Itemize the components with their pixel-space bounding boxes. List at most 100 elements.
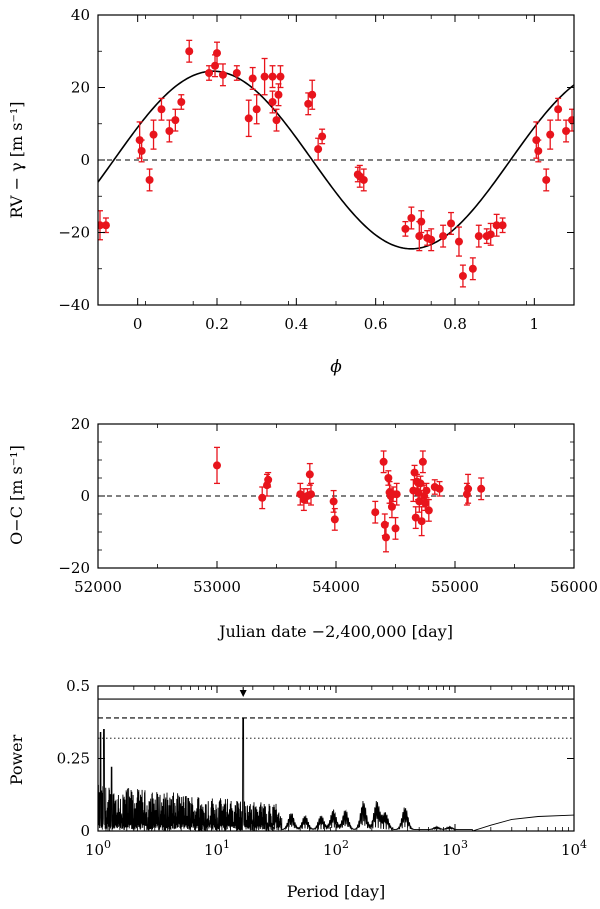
data-point xyxy=(464,484,473,493)
x-tick-label: 56000 xyxy=(550,578,598,596)
y-tick-label: 40 xyxy=(71,6,90,24)
data-point xyxy=(213,461,221,470)
y-tick-label: 0 xyxy=(80,487,90,505)
data-point xyxy=(379,457,388,466)
data-point xyxy=(307,490,316,499)
data-point xyxy=(244,114,253,123)
data-point xyxy=(305,470,314,479)
data-point xyxy=(568,116,574,125)
data-point xyxy=(468,264,477,273)
data-point xyxy=(435,484,444,493)
data-point xyxy=(258,493,267,502)
data-point xyxy=(418,457,427,466)
data-point xyxy=(274,90,283,99)
data-point xyxy=(439,232,448,241)
rv-y-axis-label: RV − γ [m s⁻¹] xyxy=(7,101,26,218)
x-tick-label: 55000 xyxy=(431,578,479,596)
data-point xyxy=(422,486,431,495)
data-point xyxy=(415,232,424,241)
data-point xyxy=(534,146,543,155)
x-tick-label: 53000 xyxy=(193,578,241,596)
x-tick-label: 0 xyxy=(133,315,143,333)
y-tick-label: −20 xyxy=(58,559,90,577)
data-point xyxy=(211,61,220,70)
data-point xyxy=(427,235,436,244)
data-point xyxy=(260,72,269,81)
data-point xyxy=(417,217,426,226)
data-point xyxy=(165,127,174,135)
data-point xyxy=(458,272,467,280)
residuals-panel: −20 0 20 52000 53000 54000 55000 56000 Julian d… xyxy=(7,415,598,641)
y-tick-label: 20 xyxy=(71,415,90,433)
periodogram-x-axis-label: Period [day] xyxy=(287,882,386,901)
x-tick-exponent: 1 xyxy=(223,838,230,851)
data-layer xyxy=(98,698,574,831)
y-tick-label: 0 xyxy=(80,822,90,840)
x-tick-label: 0.2 xyxy=(205,315,229,333)
periodogram-y-axis-label: Power xyxy=(7,734,26,785)
data-point xyxy=(171,116,180,125)
data-point xyxy=(407,214,416,222)
data-point xyxy=(329,497,338,506)
rv-x-axis-label: ϕ xyxy=(330,357,342,377)
data-point xyxy=(380,520,389,529)
data-point xyxy=(421,499,430,508)
x-tick-label: 0.8 xyxy=(443,315,467,333)
data-point xyxy=(384,474,393,482)
data-point xyxy=(447,219,456,228)
y-tick-label: −20 xyxy=(58,224,90,242)
x-tick-label: 52000 xyxy=(74,578,122,596)
data-point xyxy=(492,221,501,230)
x-tick-label: 54000 xyxy=(312,578,360,596)
data-point xyxy=(474,232,483,241)
data-point xyxy=(149,130,158,139)
data-point xyxy=(401,224,410,233)
x-tick-exponent: 2 xyxy=(342,838,349,851)
x-tick-label: 104 xyxy=(561,838,587,859)
x-tick-label: 103 xyxy=(442,838,468,859)
data-point xyxy=(381,533,390,542)
data-point xyxy=(359,175,368,184)
residuals-plot-area: −20 0 20 52000 53000 54000 55000 56000 xyxy=(58,415,598,596)
x-tick-exponent: 0 xyxy=(104,838,111,851)
data-point xyxy=(454,237,463,246)
data-layer xyxy=(98,39,574,288)
data-point xyxy=(546,130,555,139)
data-point xyxy=(416,479,425,488)
y-tick-label: 20 xyxy=(71,79,90,97)
data-point xyxy=(177,98,186,106)
data-point xyxy=(486,230,495,239)
model-curve xyxy=(98,70,574,250)
x-tick-label: 102 xyxy=(323,838,349,859)
data-point xyxy=(101,221,110,230)
periodogram-curve xyxy=(98,717,574,831)
data-point xyxy=(276,72,285,81)
rv-plot-area: −40 −20 0 20 40 0 0.2 0.4 0.6 0.8 1 xyxy=(58,6,575,333)
data-point xyxy=(417,517,426,526)
data-point xyxy=(392,490,401,499)
x-tick-label: 0.6 xyxy=(364,315,388,333)
data-point xyxy=(268,72,277,81)
data-point xyxy=(562,127,571,135)
x-tick-label: 101 xyxy=(204,838,230,859)
data-point xyxy=(314,145,323,154)
data-point xyxy=(248,74,257,83)
x-tick-label: 1 xyxy=(530,315,540,333)
y-tick-label: 0 xyxy=(80,151,90,169)
data-point xyxy=(157,105,166,114)
residuals-x-axis-label: Julian date −2,400,000 [day] xyxy=(217,622,453,641)
data-point xyxy=(268,98,277,106)
x-tick-exponent: 4 xyxy=(580,838,587,851)
data-point xyxy=(264,475,273,484)
x-tick-label: 0.4 xyxy=(284,315,308,333)
data-point xyxy=(411,513,420,522)
data-point xyxy=(387,502,396,511)
data-point xyxy=(371,508,380,517)
data-point xyxy=(391,524,400,533)
rv-phase-panel: −40 −20 0 20 40 0 0.2 0.4 0.6 0.8 1 ϕ RV − γ [m s⁻… xyxy=(7,6,575,377)
x-tick-exponent: 3 xyxy=(461,838,468,851)
data-point xyxy=(213,49,221,58)
data-point xyxy=(330,515,339,524)
